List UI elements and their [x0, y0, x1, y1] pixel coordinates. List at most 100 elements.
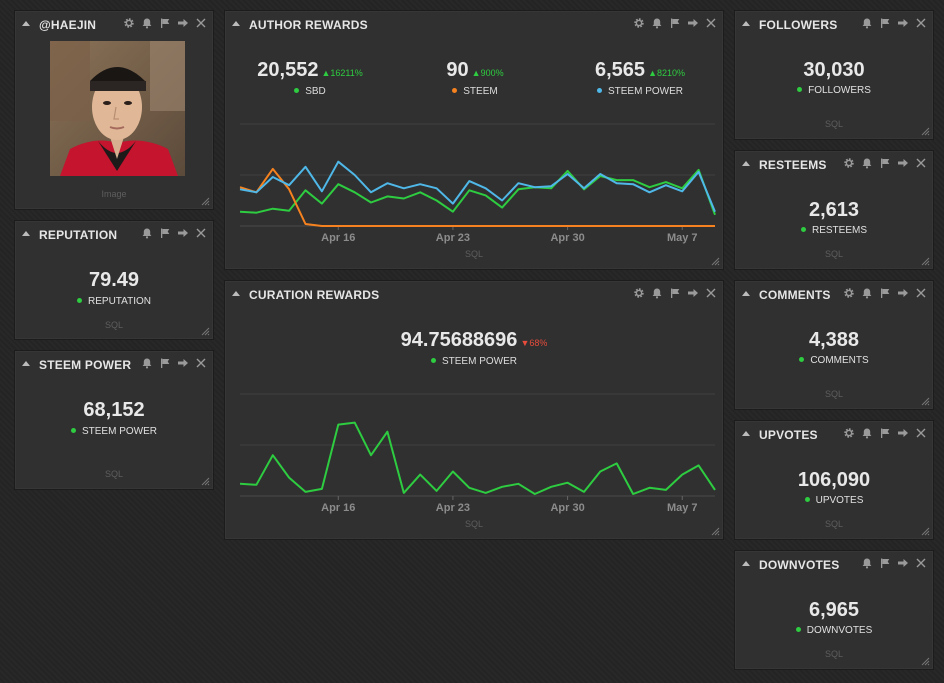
- arrow-right-icon[interactable]: [897, 17, 909, 29]
- flag-icon[interactable]: [879, 427, 891, 439]
- resize-handle-icon[interactable]: [921, 127, 930, 136]
- resize-handle-icon[interactable]: [921, 397, 930, 406]
- collapse-caret-icon[interactable]: [742, 21, 750, 26]
- comments-value: 4,388: [808, 329, 860, 351]
- flag-icon[interactable]: [879, 157, 891, 169]
- legend-label: DOWNVOTES: [806, 625, 873, 636]
- collapse-caret-icon[interactable]: [22, 231, 30, 236]
- author-rewards-chart: Apr 16 Apr 23 Apr 30 May 7: [239, 123, 716, 244]
- resize-handle-icon[interactable]: [711, 527, 720, 536]
- bell-icon[interactable]: [651, 17, 663, 29]
- series-line-sbd[interactable]: [239, 168, 716, 216]
- panel-title: RESTEEMS: [759, 158, 827, 172]
- resize-handle-icon[interactable]: [201, 197, 210, 206]
- panel-header: CURATION REWARDS: [225, 281, 723, 309]
- arrow-right-icon[interactable]: [177, 17, 189, 29]
- upvotes-panel: UPVOTES 106,090 UPVOTES SQL: [734, 420, 934, 540]
- resteems-value: 2,613: [808, 199, 860, 221]
- flag-icon[interactable]: [669, 287, 681, 299]
- bell-icon[interactable]: [651, 287, 663, 299]
- bell-icon[interactable]: [861, 427, 873, 439]
- panel-header: UPVOTES: [735, 421, 933, 449]
- resize-handle-icon[interactable]: [921, 257, 930, 266]
- close-icon[interactable]: [915, 157, 927, 169]
- series-line-steem-power[interactable]: [239, 160, 716, 213]
- panel-footer: SQL: [824, 519, 843, 529]
- arrow-right-icon[interactable]: [897, 427, 909, 439]
- flag-icon[interactable]: [669, 17, 681, 29]
- panel-header: STEEM POWER: [15, 351, 213, 379]
- collapse-caret-icon[interactable]: [742, 291, 750, 296]
- x-tick-label: Apr 23: [436, 502, 470, 514]
- bell-icon[interactable]: [861, 557, 873, 569]
- arrow-right-icon[interactable]: [897, 157, 909, 169]
- legend-label: SBD: [305, 86, 326, 97]
- arrow-right-icon[interactable]: [687, 287, 699, 299]
- collapse-caret-icon[interactable]: [232, 291, 240, 296]
- resize-handle-icon[interactable]: [201, 327, 210, 336]
- reputation-legend: REPUTATION: [15, 296, 213, 307]
- series-line-steem-power[interactable]: [239, 421, 716, 495]
- gear-icon[interactable]: [843, 427, 855, 439]
- close-icon[interactable]: [195, 227, 207, 239]
- close-icon[interactable]: [705, 17, 717, 29]
- resize-handle-icon[interactable]: [711, 257, 720, 266]
- arrow-right-icon[interactable]: [897, 287, 909, 299]
- arrow-right-icon[interactable]: [177, 227, 189, 239]
- flag-icon[interactable]: [879, 287, 891, 299]
- bell-icon[interactable]: [141, 227, 153, 239]
- arrow-right-icon[interactable]: [177, 357, 189, 369]
- x-tick-label: May 7: [667, 232, 698, 244]
- collapse-caret-icon[interactable]: [742, 431, 750, 436]
- flag-icon[interactable]: [879, 557, 891, 569]
- collapse-caret-icon[interactable]: [232, 21, 240, 26]
- comments-panel: COMMENTS 4,388 COMMENTS SQL: [734, 280, 934, 410]
- panel-tools: [633, 17, 717, 29]
- bell-icon[interactable]: [141, 357, 153, 369]
- close-icon[interactable]: [915, 17, 927, 29]
- bell-icon[interactable]: [861, 157, 873, 169]
- legend-dot: [294, 87, 300, 93]
- gear-icon[interactable]: [843, 157, 855, 169]
- series-line-steem[interactable]: [239, 167, 715, 227]
- steem-power-value: 68,152: [83, 399, 145, 421]
- flag-icon[interactable]: [159, 227, 171, 239]
- gear-icon[interactable]: [633, 17, 645, 29]
- close-icon[interactable]: [195, 17, 207, 29]
- arrow-right-icon[interactable]: [687, 17, 699, 29]
- panel-tools: [843, 157, 927, 169]
- gear-icon[interactable]: [843, 287, 855, 299]
- legend-label: STEEM POWER: [607, 86, 683, 97]
- flag-icon[interactable]: [159, 357, 171, 369]
- resize-handle-icon[interactable]: [921, 657, 930, 666]
- collapse-caret-icon[interactable]: [742, 161, 750, 166]
- panel-tools: [843, 427, 927, 439]
- bell-icon[interactable]: [141, 17, 153, 29]
- close-icon[interactable]: [915, 287, 927, 299]
- resize-handle-icon[interactable]: [921, 527, 930, 536]
- collapse-caret-icon[interactable]: [742, 561, 750, 566]
- arrow-right-icon[interactable]: [897, 557, 909, 569]
- close-icon[interactable]: [915, 427, 927, 439]
- flag-icon[interactable]: [159, 17, 171, 29]
- flag-icon[interactable]: [879, 17, 891, 29]
- bell-icon[interactable]: [861, 17, 873, 29]
- collapse-caret-icon[interactable]: [22, 21, 30, 26]
- collapse-caret-icon[interactable]: [22, 361, 30, 366]
- panel-tools: [123, 17, 207, 29]
- followers-value: 30,030: [803, 59, 865, 81]
- close-icon[interactable]: [195, 357, 207, 369]
- stat-legend: STEEM POWER: [225, 356, 723, 367]
- panel-tools: [861, 17, 927, 29]
- legend-label: STEEM: [463, 86, 498, 97]
- gear-icon[interactable]: [633, 287, 645, 299]
- panel-title: AUTHOR REWARDS: [249, 18, 368, 32]
- close-icon[interactable]: [915, 557, 927, 569]
- followers-panel: FOLLOWERS 30,030 FOLLOWERS SQL: [734, 10, 934, 140]
- close-icon[interactable]: [705, 287, 717, 299]
- gear-icon[interactable]: [123, 17, 135, 29]
- stat-change: ▲900%: [471, 68, 504, 78]
- resize-handle-icon[interactable]: [201, 477, 210, 486]
- x-tick-label: May 7: [667, 502, 698, 514]
- bell-icon[interactable]: [861, 287, 873, 299]
